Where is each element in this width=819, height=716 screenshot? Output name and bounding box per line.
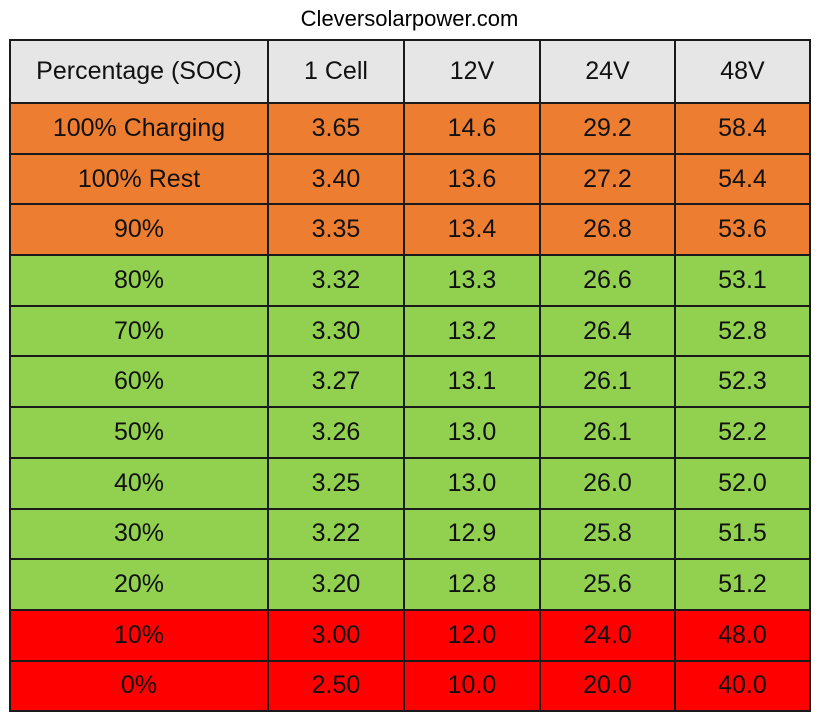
table-cell-24v: 20.0 xyxy=(539,659,676,713)
table-row: 80% 3.32 13.3 26.6 53.1 xyxy=(9,254,811,307)
table-row: 60% 3.27 13.1 26.1 52.3 xyxy=(9,355,811,409)
table-cell-1-cell: 3.32 xyxy=(267,254,405,307)
table-cell-12v: 13.4 xyxy=(403,203,541,257)
table-cell-48v: 58.4 xyxy=(674,102,811,155)
table-cell-48v: 52.0 xyxy=(674,456,811,510)
table-cell-soc: 40% xyxy=(9,456,269,510)
table-cell-12v: 13.2 xyxy=(403,304,541,358)
table-cell-1-cell: 2.50 xyxy=(267,659,405,713)
table-row: 10% 3.00 12.0 24.0 48.0 xyxy=(9,608,811,662)
table-cell-48v: 52.8 xyxy=(674,304,811,358)
table-cell-1-cell: 3.65 xyxy=(267,102,405,155)
table-cell-soc: 30% xyxy=(9,507,269,561)
voltage-table: Percentage (SOC) 1 Cell 12V 24V 48V 100%… xyxy=(9,39,811,713)
header-cell-48v: 48V xyxy=(674,39,811,104)
table-cell-12v: 13.1 xyxy=(403,355,541,409)
table-cell-48v: 54.4 xyxy=(674,152,811,206)
table-cell-24v: 25.6 xyxy=(539,558,676,611)
table-body: 100% Charging 3.65 14.6 29.2 58.4 100% Rest 3.… xyxy=(9,102,811,713)
table-cell-soc: 50% xyxy=(9,406,269,459)
table-cell-24v: 25.8 xyxy=(539,507,676,561)
table-cell-1-cell: 3.27 xyxy=(267,355,405,409)
table-cell-1-cell: 3.26 xyxy=(267,406,405,459)
table-cell-24v: 26.6 xyxy=(539,254,676,307)
table-row: 20% 3.20 12.8 25.6 51.2 xyxy=(9,558,811,611)
table-cell-1-cell: 3.00 xyxy=(267,608,405,662)
header-cell-24v: 24V xyxy=(539,39,676,104)
table-cell-24v: 26.1 xyxy=(539,355,676,409)
table-cell-1-cell: 3.22 xyxy=(267,507,405,561)
table-cell-48v: 53.6 xyxy=(674,203,811,257)
table-row: 40% 3.25 13.0 26.0 52.0 xyxy=(9,456,811,510)
table-row: 50% 3.26 13.0 26.1 52.2 xyxy=(9,406,811,459)
table-cell-24v: 26.4 xyxy=(539,304,676,358)
header-row: Percentage (SOC) 1 Cell 12V 24V 48V xyxy=(9,39,811,104)
table-cell-soc: 100% Rest xyxy=(9,152,269,206)
table-row: 30% 3.22 12.9 25.8 51.5 xyxy=(9,507,811,561)
table-cell-24v: 26.1 xyxy=(539,406,676,459)
table-cell-1-cell: 3.20 xyxy=(267,558,405,611)
table-cell-1-cell: 3.30 xyxy=(267,304,405,358)
table-cell-24v: 26.8 xyxy=(539,203,676,257)
table-cell-12v: 12.8 xyxy=(403,558,541,611)
table-cell-48v: 52.3 xyxy=(674,355,811,409)
table-cell-48v: 48.0 xyxy=(674,608,811,662)
table-cell-1-cell: 3.40 xyxy=(267,152,405,206)
table-cell-1-cell: 3.35 xyxy=(267,203,405,257)
table-cell-soc: 90% xyxy=(9,203,269,257)
table-cell-48v: 40.0 xyxy=(674,659,811,713)
table-cell-12v: 13.0 xyxy=(403,406,541,459)
table-cell-24v: 29.2 xyxy=(539,102,676,155)
table-row: 90% 3.35 13.4 26.8 53.6 xyxy=(9,203,811,257)
table-cell-soc: 10% xyxy=(9,608,269,662)
table-cell-48v: 51.2 xyxy=(674,558,811,611)
table-row: 100% Charging 3.65 14.6 29.2 58.4 xyxy=(9,102,811,155)
table-cell-soc: 60% xyxy=(9,355,269,409)
table-cell-soc: 100% Charging xyxy=(9,102,269,155)
table-cell-48v: 52.2 xyxy=(674,406,811,459)
table-cell-12v: 13.0 xyxy=(403,456,541,510)
table-cell-12v: 14.6 xyxy=(403,102,541,155)
table-cell-12v: 12.0 xyxy=(403,608,541,662)
table-cell-12v: 13.6 xyxy=(403,152,541,206)
table-row: 0% 2.50 10.0 20.0 40.0 xyxy=(9,659,811,713)
table-cell-soc: 20% xyxy=(9,558,269,611)
header-cell-1-cell: 1 Cell xyxy=(267,39,405,104)
table-cell-soc: 70% xyxy=(9,304,269,358)
table-cell-24v: 26.0 xyxy=(539,456,676,510)
table-cell-1-cell: 3.25 xyxy=(267,456,405,510)
site-title: Cleversolarpower.com xyxy=(300,6,519,31)
table-cell-48v: 53.1 xyxy=(674,254,811,307)
table-cell-12v: 10.0 xyxy=(403,659,541,713)
table-cell-24v: 27.2 xyxy=(539,152,676,206)
table-cell-soc: 80% xyxy=(9,254,269,307)
header-cell-soc: Percentage (SOC) xyxy=(9,39,269,104)
header-cell-12v: 12V xyxy=(403,39,541,104)
table-cell-soc: 0% xyxy=(9,659,269,713)
table-cell-24v: 24.0 xyxy=(539,608,676,662)
table-cell-12v: 13.3 xyxy=(403,254,541,307)
table-cell-12v: 12.9 xyxy=(403,507,541,561)
table-row: 70% 3.30 13.2 26.4 52.8 xyxy=(9,304,811,358)
table-row: 100% Rest 3.40 13.6 27.2 54.4 xyxy=(9,152,811,206)
table-cell-48v: 51.5 xyxy=(674,507,811,561)
